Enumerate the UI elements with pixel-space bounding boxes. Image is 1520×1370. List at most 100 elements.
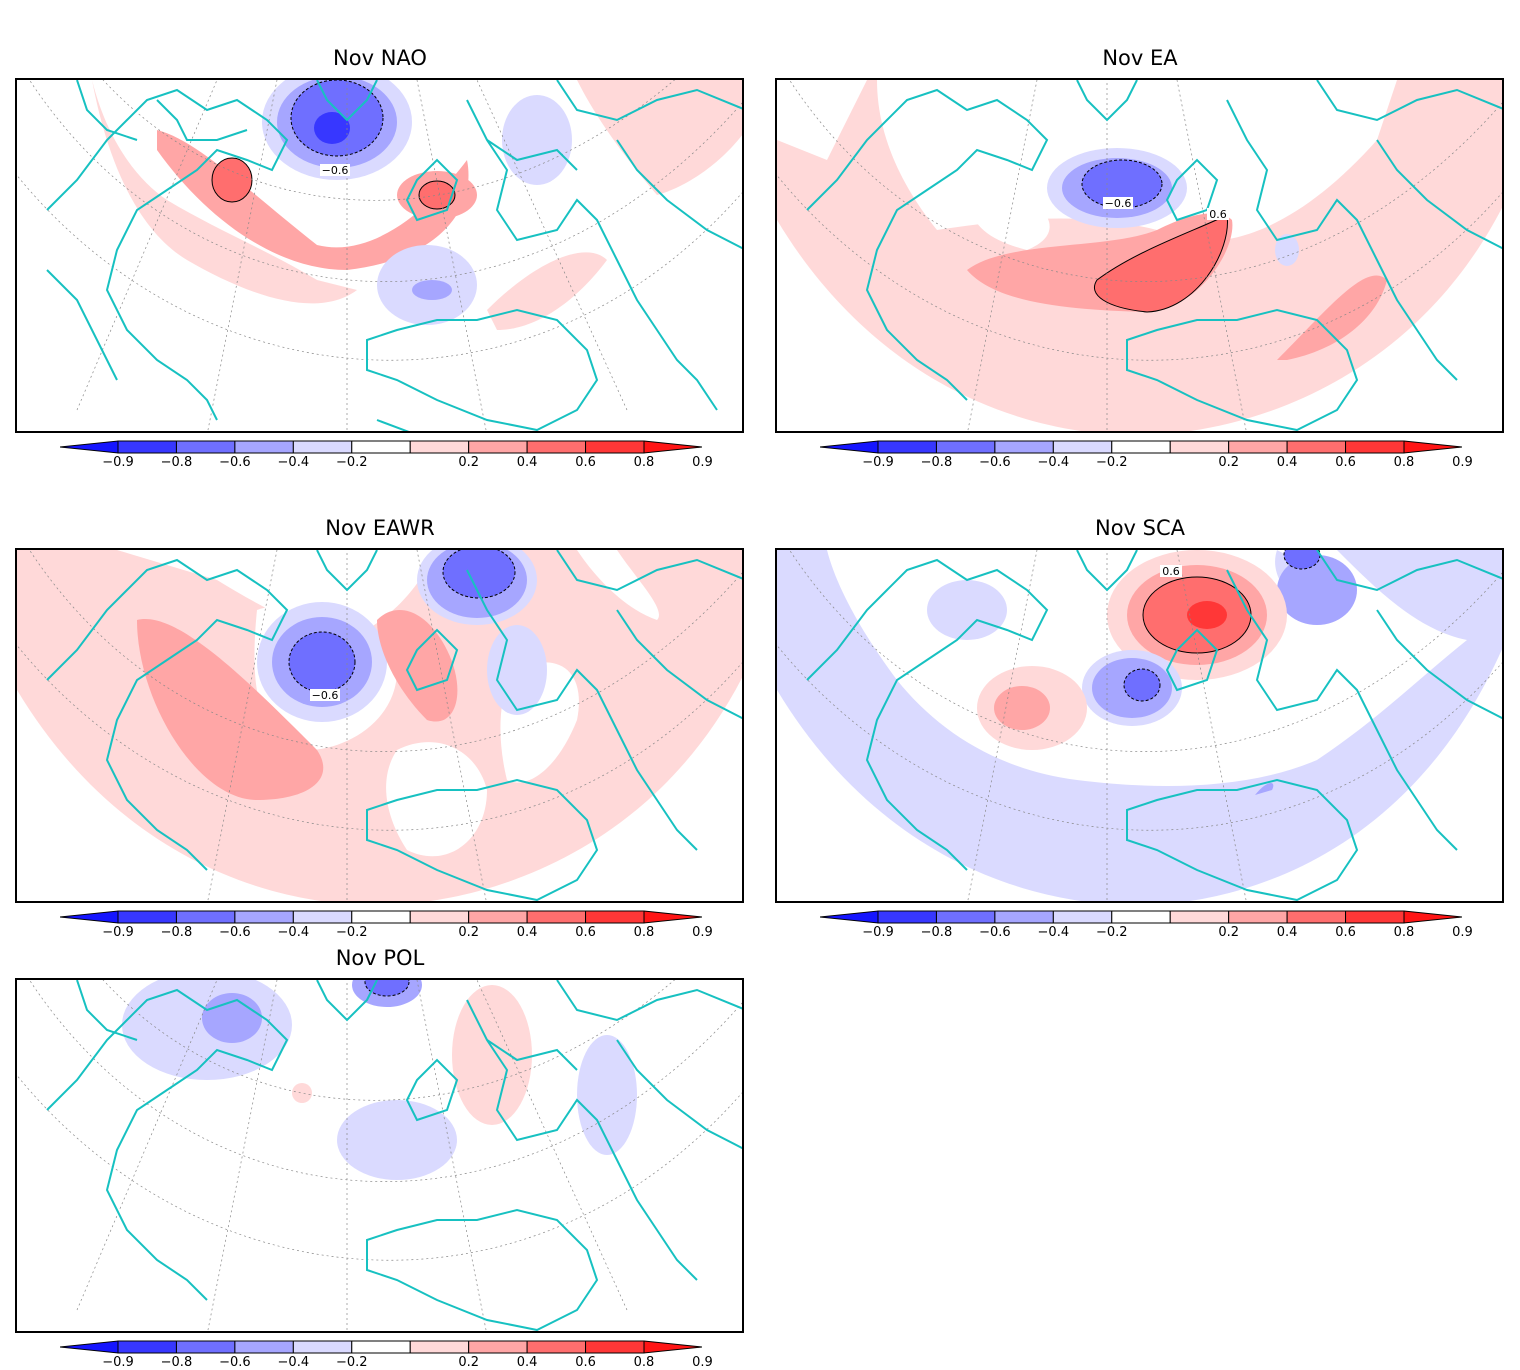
colorbar-right-arrow xyxy=(1403,910,1462,924)
colorbar-swatches xyxy=(820,440,1462,454)
colorbar-swatch xyxy=(351,1340,411,1354)
colorbar-tick-label: 0.2 xyxy=(1218,455,1239,470)
colorbar-swatches xyxy=(60,910,702,924)
colorbar-tick-label: 0.4 xyxy=(1276,925,1298,940)
colorbar-swatch xyxy=(1111,440,1171,454)
colorbar-tick-label: −0.8 xyxy=(160,455,193,470)
colorbar-tick-label: −0.6 xyxy=(979,455,1011,470)
colorbar-right-arrow xyxy=(643,910,702,924)
colorbar: −0.9 −0.8 −0.6 −0.4 −0.2 0.2 0.4 0.6 0.8 0.9 xyxy=(60,910,713,940)
colorbar-tick-label: −0.4 xyxy=(1037,455,1070,470)
colorbar-right-arrow xyxy=(643,440,702,454)
colorbar-swatch xyxy=(1286,440,1347,454)
colorbar-swatch xyxy=(351,440,411,454)
colorbar: −0.9 −0.8 −0.6 −0.4 −0.2 0.2 0.4 0.6 0.8 0.9 xyxy=(60,440,713,470)
colorbar-left-arrow xyxy=(60,1340,119,1354)
correlation-map-nao: −0.6 xyxy=(17,80,742,431)
panel-title: Nov NAO xyxy=(333,46,427,70)
colorbar-swatch xyxy=(526,910,587,924)
colorbar-tick-label: 0.9 xyxy=(692,925,713,940)
colorbar-swatch xyxy=(935,910,996,924)
colorbar-swatch xyxy=(1052,440,1113,454)
colorbar-swatch xyxy=(1345,440,1405,454)
contour-label: −0.6 xyxy=(1105,197,1132,210)
colorbar-tick-label: 0.9 xyxy=(1452,925,1473,940)
colorbar-swatch xyxy=(526,1340,587,1354)
colorbar-tick-label: 0.2 xyxy=(458,1355,479,1370)
colorbar-tick-label: −0.6 xyxy=(219,455,251,470)
colorbar-swatch xyxy=(409,1340,470,1354)
colorbar-tick-label: 0.8 xyxy=(633,1355,655,1370)
colorbar-swatch xyxy=(409,440,470,454)
colorbar-swatches xyxy=(820,910,1462,924)
colorbar-right-arrow xyxy=(643,1340,702,1354)
colorbar-swatch xyxy=(292,1340,353,1354)
colorbar-swatch xyxy=(175,910,236,924)
colorbar-swatch xyxy=(175,1340,236,1354)
colorbar-tick-label: 0.9 xyxy=(1452,455,1473,470)
map-frame: −0.6 xyxy=(15,78,744,433)
colorbar-swatch xyxy=(526,440,587,454)
colorbar-tick-label: 0.2 xyxy=(1218,925,1239,940)
colorbar-swatch xyxy=(1345,910,1405,924)
colorbar-swatch xyxy=(409,910,470,924)
colorbar-tick-label: 0.6 xyxy=(1335,925,1356,940)
colorbar-tick-label: −0.2 xyxy=(335,455,368,470)
colorbar-swatch xyxy=(292,910,353,924)
colorbar-swatch xyxy=(877,440,937,454)
colorbar-tick-label: −0.6 xyxy=(219,925,251,940)
colorbar-tick-label: −0.9 xyxy=(862,455,894,470)
colorbar-left-arrow xyxy=(60,910,119,924)
colorbar-swatch xyxy=(877,910,937,924)
colorbar-swatch xyxy=(1052,910,1113,924)
colorbar-tick-label: 0.6 xyxy=(575,455,596,470)
map-frame xyxy=(15,978,744,1333)
colorbar-tick-label: −0.9 xyxy=(102,925,134,940)
colorbar-tick-label: 0.9 xyxy=(692,1355,713,1370)
panel-title: Nov EAWR xyxy=(325,516,435,540)
colorbar-tick-label: 0.2 xyxy=(458,455,479,470)
colorbar-tick-label: 0.2 xyxy=(458,925,479,940)
colorbar-tick-label: −0.9 xyxy=(102,455,134,470)
map-frame: −0.6 0.6 xyxy=(775,78,1504,433)
colorbar-swatches xyxy=(60,440,702,454)
colorbar-tick-label: −0.6 xyxy=(979,925,1011,940)
panel-title: Nov SCA xyxy=(1094,516,1186,540)
colorbar: −0.9 −0.8 −0.6 −0.4 −0.2 0.2 0.4 0.6 0.8 0.9 xyxy=(820,910,1473,940)
colorbar-tick-label: −0.8 xyxy=(160,1355,193,1370)
colorbar-tick-label: −0.4 xyxy=(1037,925,1070,940)
colorbar-swatch xyxy=(234,1340,294,1354)
colorbar-tick-label: −0.4 xyxy=(277,455,310,470)
colorbar-swatch xyxy=(468,910,528,924)
colorbar-tick-label: 0.6 xyxy=(575,925,596,940)
colorbar: −0.9 −0.8 −0.6 −0.4 −0.2 0.2 0.4 0.6 0.8 0.9 xyxy=(60,1340,713,1370)
contour-label: −0.6 xyxy=(312,689,339,702)
colorbar-swatch xyxy=(1169,440,1230,454)
map-frame: −0.6 xyxy=(15,548,744,903)
colorbar-swatch xyxy=(175,440,236,454)
colorbar-swatch xyxy=(234,910,294,924)
colorbar-tick-label: 0.6 xyxy=(1335,455,1356,470)
colorbar-swatch xyxy=(1228,910,1288,924)
colorbar-swatch xyxy=(292,440,353,454)
colorbar-tick-label: 0.8 xyxy=(633,925,655,940)
colorbar-tick-label: −0.8 xyxy=(920,455,953,470)
colorbar-tick-label: −0.4 xyxy=(277,925,310,940)
colorbar-tick-label: 0.6 xyxy=(575,1355,596,1370)
colorbar-tick-label: 0.4 xyxy=(516,455,538,470)
correlation-map-sca: 0.6 xyxy=(777,550,1502,901)
colorbar-swatch xyxy=(117,440,177,454)
colorbar-tick-label: 0.4 xyxy=(516,1355,538,1370)
colorbar-swatch xyxy=(585,1340,645,1354)
colorbar-swatch xyxy=(585,910,645,924)
colorbar-swatch xyxy=(117,910,177,924)
colorbar-swatch xyxy=(994,440,1054,454)
colorbar-tick-label: −0.9 xyxy=(102,1355,134,1370)
colorbar-tick-label: 0.4 xyxy=(1276,455,1298,470)
panel-title: Nov POL xyxy=(335,946,425,970)
colorbar-left-arrow xyxy=(820,440,879,454)
correlation-map-ea: −0.6 0.6 xyxy=(777,80,1502,431)
colorbar-tick-label: −0.9 xyxy=(862,925,894,940)
colorbar-tick-label: 0.9 xyxy=(692,455,713,470)
colorbar-swatch xyxy=(468,440,528,454)
